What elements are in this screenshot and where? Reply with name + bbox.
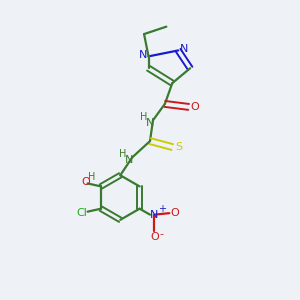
Text: H: H (140, 112, 147, 122)
Text: O: O (191, 102, 200, 112)
Text: H: H (119, 149, 126, 159)
Text: N: N (139, 50, 147, 60)
Text: O: O (150, 232, 159, 242)
Text: +: + (158, 204, 166, 214)
Text: Cl: Cl (76, 208, 87, 218)
Text: -: - (159, 230, 163, 240)
Text: N: N (179, 44, 188, 54)
Text: H: H (88, 172, 96, 182)
Text: S: S (175, 142, 182, 152)
Text: N: N (150, 210, 159, 220)
Text: N: N (146, 118, 154, 128)
Text: O: O (171, 208, 180, 218)
Text: N: N (125, 155, 134, 165)
Text: O: O (82, 177, 91, 187)
